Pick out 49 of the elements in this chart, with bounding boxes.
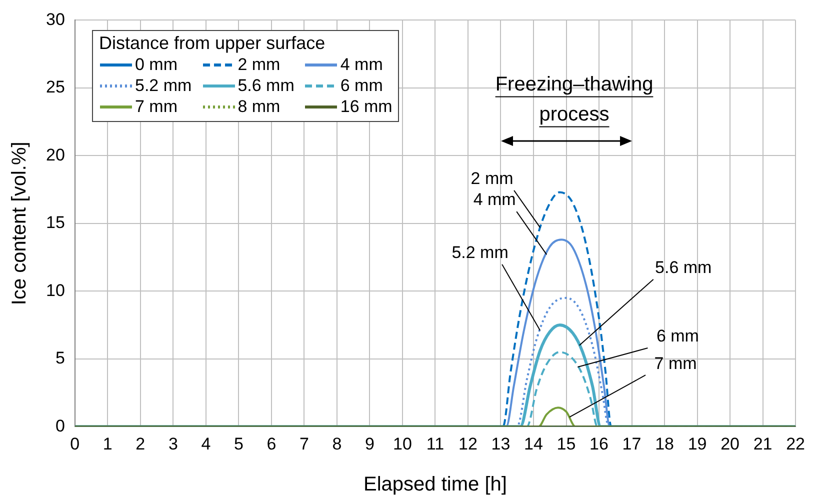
x-tick-label: 0 (70, 434, 80, 454)
x-tick-label: 6 (266, 434, 276, 454)
legend-label: 16 mm (340, 97, 392, 117)
x-axis-title: Elapsed time [h] (364, 474, 507, 496)
legend-title: Distance from upper surface (99, 33, 326, 54)
x-tick-label: 21 (753, 434, 772, 454)
x-tick-label: 15 (556, 434, 576, 454)
annotation: 4 mm (473, 190, 516, 210)
x-tick-label: 16 (590, 434, 608, 454)
legend-label: 4 mm (340, 55, 383, 75)
y-tick-label: 0 (55, 416, 65, 436)
x-tick-label: 10 (393, 434, 412, 454)
legend-label: 5.6 mm (238, 76, 294, 96)
annotation: 6 mm (656, 326, 699, 346)
x-tick-label: 3 (168, 434, 178, 454)
x-tick-label: 9 (364, 434, 374, 454)
y-tick-label: 25 (46, 78, 65, 97)
x-tick-label: 4 (201, 434, 211, 454)
x-tick-label: 1 (102, 434, 112, 454)
annotation: 2 mm (470, 169, 514, 188)
x-tick-label: 22 (786, 434, 806, 454)
x-tick-label: 12 (458, 434, 478, 454)
y-tick-label: 15 (46, 213, 65, 232)
x-tick-label: 17 (622, 434, 642, 454)
x-tick-label: 14 (524, 434, 543, 454)
x-tick-label: 18 (655, 434, 674, 454)
legend-label: 0 mm (135, 55, 178, 75)
annotation: 7 mm (654, 354, 697, 373)
x-tick-label: 8 (332, 434, 342, 454)
x-tick-label: 7 (299, 434, 309, 454)
y-tick-label: 5 (55, 348, 65, 368)
x-tick-label: 5 (234, 434, 244, 454)
x-tick-label: 20 (720, 434, 740, 454)
x-tick-label: 19 (688, 434, 707, 454)
x-tick-label: 13 (491, 434, 510, 454)
annotation: 5.6 mm (655, 258, 712, 278)
legend-label: 6 mm (340, 76, 383, 96)
y-tick-label: 10 (46, 280, 65, 300)
legend-label: 8 mm (238, 97, 280, 117)
legend-label: 2 mm (238, 55, 280, 75)
y-tick-label: 30 (46, 10, 65, 29)
legend-label: 5.2 mm (135, 76, 192, 96)
legend-label: 7 mm (135, 97, 178, 117)
y-tick-label: 20 (46, 145, 65, 164)
annotation: 5.2 mm (452, 243, 508, 262)
annotation: Freezing–thawing process (495, 73, 654, 126)
y-axis-title: Ice content [vol.%] (8, 142, 31, 306)
x-tick-label: 2 (136, 434, 146, 454)
x-tick-label: 11 (426, 434, 444, 454)
